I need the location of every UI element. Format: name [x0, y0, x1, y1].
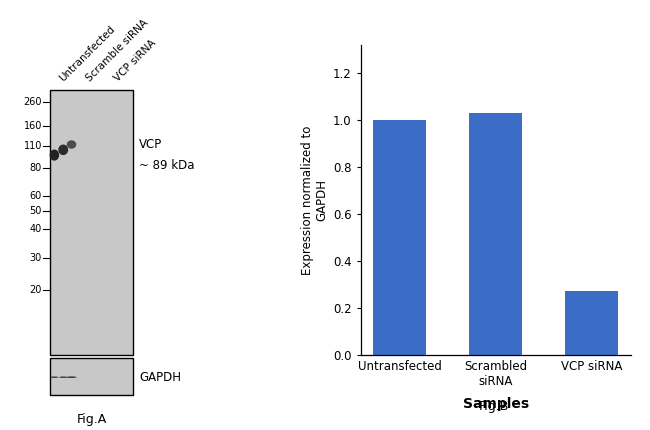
Text: Scramble siRNA: Scramble siRNA [84, 18, 151, 84]
Text: 20: 20 [29, 285, 42, 295]
Ellipse shape [50, 377, 58, 378]
Bar [51, 90, 133, 355]
Text: 80: 80 [30, 163, 42, 173]
Text: ~ 89 kDa: ~ 89 kDa [139, 160, 194, 172]
Ellipse shape [66, 376, 77, 378]
Ellipse shape [58, 144, 68, 155]
Text: 260: 260 [23, 97, 42, 107]
Text: GAPDH: GAPDH [139, 371, 181, 384]
Text: 40: 40 [30, 224, 42, 234]
Text: Fig.B: Fig.B [479, 400, 509, 413]
Bar [51, 358, 133, 395]
Y-axis label: Expression normalized to
GAPDH: Expression normalized to GAPDH [301, 125, 329, 275]
Bar [469, 113, 522, 355]
Ellipse shape [67, 140, 76, 149]
Text: 50: 50 [29, 206, 42, 215]
X-axis label: Samples: Samples [463, 396, 528, 411]
Text: 30: 30 [30, 253, 42, 263]
Bar [566, 292, 618, 355]
Text: VCP: VCP [139, 138, 162, 151]
Text: 160: 160 [23, 121, 42, 131]
Text: 60: 60 [30, 191, 42, 201]
Text: Fig.A: Fig.A [77, 413, 107, 426]
Text: Untransfected: Untransfected [57, 25, 116, 84]
Ellipse shape [59, 377, 68, 378]
Bar [373, 120, 426, 355]
Ellipse shape [49, 150, 59, 161]
Text: 110: 110 [23, 141, 42, 151]
Text: VCP siRNA: VCP siRNA [112, 38, 158, 84]
